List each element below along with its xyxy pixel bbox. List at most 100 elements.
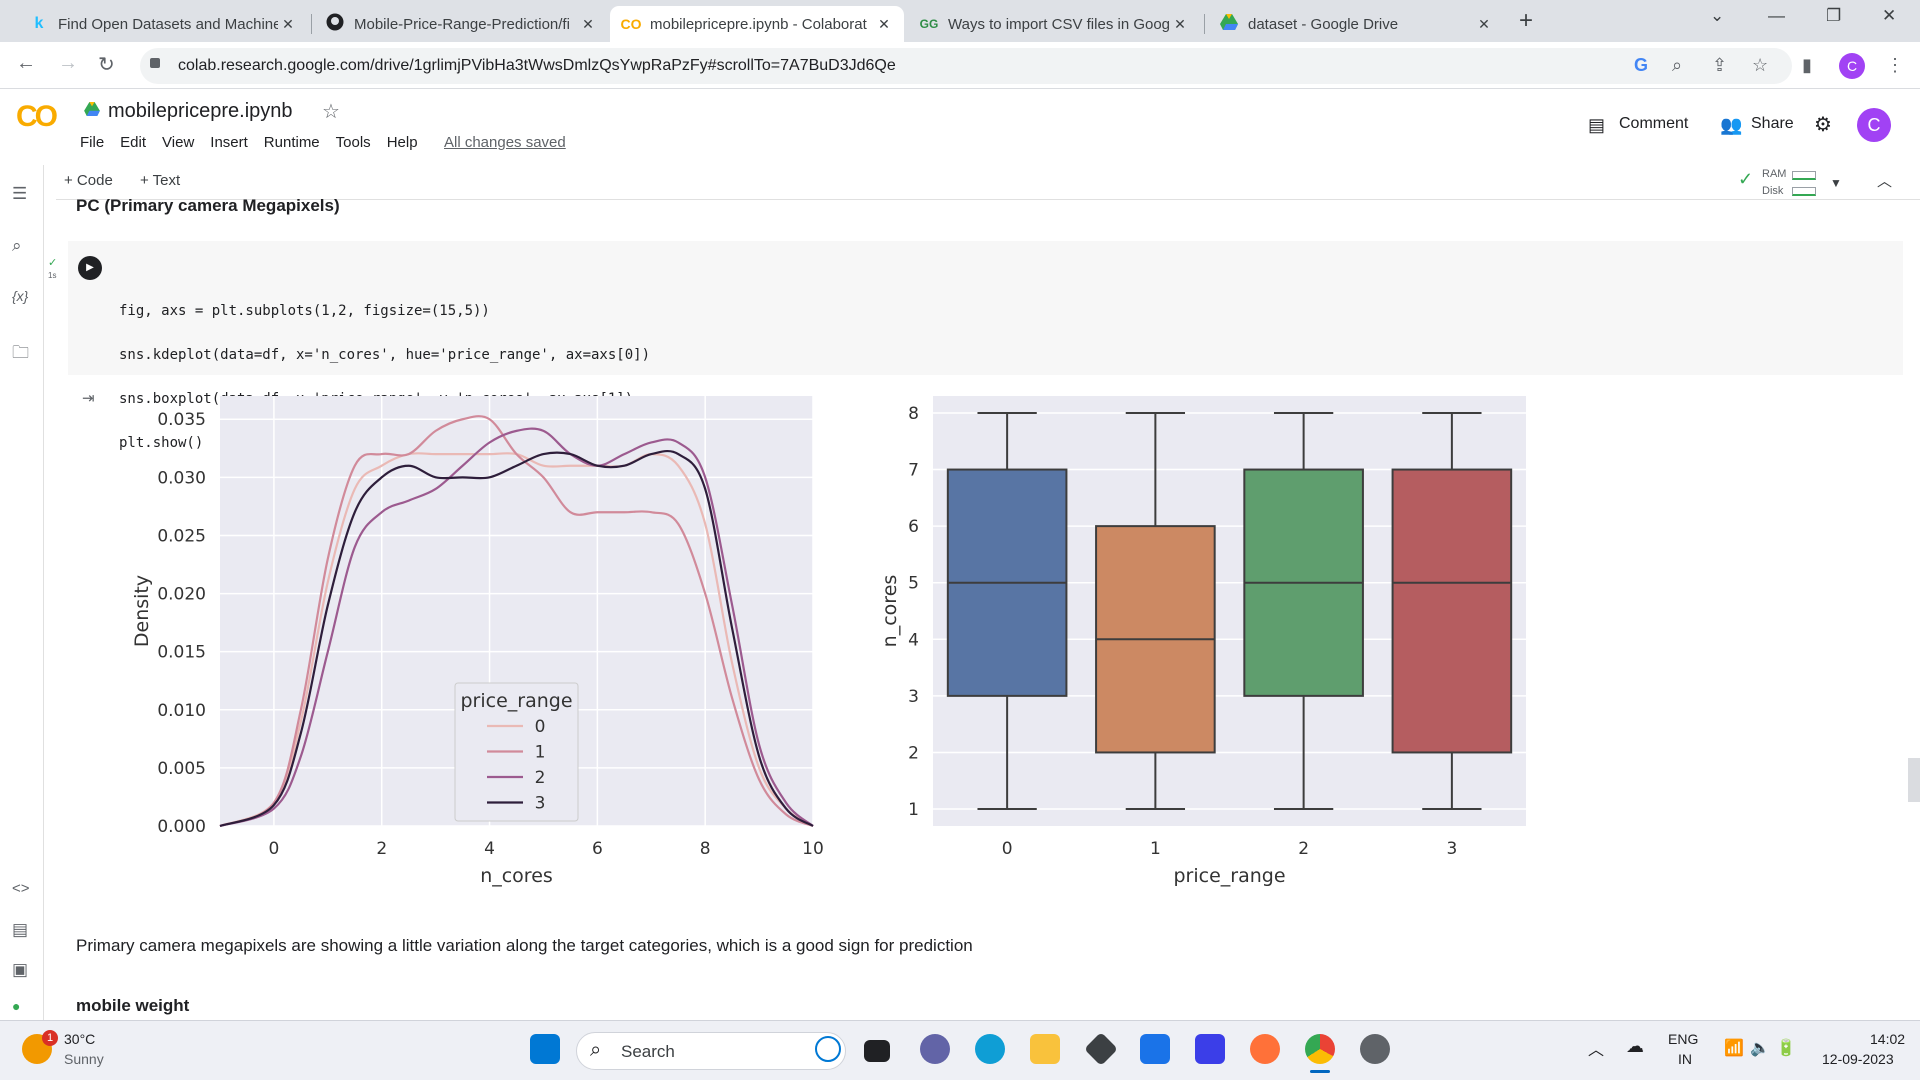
wifi-icon[interactable]: 📶 bbox=[1724, 1040, 1744, 1057]
menu-help[interactable]: Help bbox=[386, 134, 418, 151]
battery-icon[interactable]: 🔋 bbox=[1776, 1040, 1796, 1057]
runtime-dropdown-icon[interactable]: ▼ bbox=[1830, 176, 1842, 190]
variables-icon[interactable]: {x} bbox=[12, 288, 29, 304]
terminal-icon[interactable]: ▣ bbox=[12, 960, 29, 979]
kde-y-tick-label: 0.030 bbox=[157, 468, 206, 488]
collapse-header-icon[interactable]: ︿ bbox=[1877, 173, 1893, 190]
kde-x-tick-label: 6 bbox=[592, 839, 603, 859]
new-tab-button[interactable]: + bbox=[1519, 7, 1534, 34]
language-code[interactable]: ENG bbox=[1668, 1031, 1699, 1047]
kde-x-tick-label: 0 bbox=[268, 839, 279, 859]
close-icon[interactable]: ✕ bbox=[1478, 15, 1490, 32]
github-icon bbox=[324, 13, 346, 36]
settings-gear-icon[interactable]: ⚙ bbox=[1814, 114, 1832, 136]
volume-icon[interactable]: 🔈 bbox=[1750, 1040, 1770, 1057]
restore-icon[interactable]: ❐ bbox=[1826, 6, 1842, 25]
box-x-tick-label: 1 bbox=[1150, 839, 1161, 859]
search-icon: ⌕ bbox=[590, 1039, 602, 1061]
menu-view[interactable]: View bbox=[162, 134, 195, 151]
kde-legend-label: 1 bbox=[535, 743, 546, 763]
bookmark-star-icon[interactable]: ☆ bbox=[1752, 55, 1769, 75]
temperature[interactable]: 30°C bbox=[64, 1031, 96, 1047]
close-icon[interactable]: ✕ bbox=[582, 15, 594, 32]
firefox-icon[interactable] bbox=[1250, 1034, 1280, 1064]
tab-colab[interactable]: CO mobilepricepre.ipynb - Colaborat ✕ bbox=[610, 6, 904, 42]
chrome-icon[interactable] bbox=[1305, 1034, 1335, 1064]
left-sidebar bbox=[0, 165, 44, 1020]
reload-icon[interactable]: ↻ bbox=[98, 54, 115, 76]
search-icon[interactable]: ⌕ bbox=[12, 236, 22, 255]
star-icon[interactable]: ☆ bbox=[322, 101, 340, 123]
code-cell[interactable] bbox=[68, 241, 1903, 375]
comment-button[interactable]: Comment bbox=[1619, 115, 1689, 132]
clock-date[interactable]: 12-09-2023 bbox=[1822, 1051, 1894, 1067]
edge-icon[interactable] bbox=[975, 1034, 1005, 1064]
menu-runtime[interactable]: Runtime bbox=[263, 134, 320, 151]
back-icon[interactable]: ← bbox=[16, 52, 36, 74]
scrollbar-thumb[interactable] bbox=[1908, 758, 1920, 802]
resource-indicator[interactable]: RAM Disk bbox=[1762, 166, 1786, 200]
file-explorer-icon[interactable] bbox=[1030, 1034, 1060, 1064]
kde-y-tick-label: 0.005 bbox=[157, 759, 206, 779]
box-y-tick-label: 4 bbox=[908, 630, 919, 650]
bing-icon[interactable] bbox=[815, 1036, 841, 1062]
menu-tools[interactable]: Tools bbox=[335, 134, 371, 151]
close-icon[interactable]: ✕ bbox=[282, 15, 294, 32]
tab-kaggle[interactable]: k Find Open Datasets and Machine ✕ bbox=[18, 6, 308, 42]
forward-icon[interactable]: → bbox=[58, 52, 78, 74]
url-text[interactable]: colab.research.google.com/drive/1grlimjP… bbox=[178, 57, 896, 74]
comment-icon[interactable]: ▤ bbox=[1588, 115, 1606, 135]
language-region[interactable]: IN bbox=[1678, 1051, 1692, 1067]
output-icon[interactable]: ⇥ bbox=[82, 390, 95, 407]
tab-github[interactable]: Mobile-Price-Range-Prediction/fi ✕ bbox=[314, 6, 608, 42]
menu-insert[interactable]: Insert bbox=[210, 134, 248, 151]
notebook-name[interactable]: mobilepricepre.ipynb bbox=[108, 100, 293, 122]
drive-icon bbox=[84, 102, 100, 116]
menu-edit[interactable]: Edit bbox=[120, 134, 147, 151]
task-view-icon[interactable] bbox=[864, 1040, 890, 1062]
kde-x-tick-label: 4 bbox=[484, 839, 495, 859]
taskbar-search[interactable] bbox=[576, 1032, 846, 1070]
add-text-button[interactable]: + Text bbox=[140, 172, 181, 189]
close-icon[interactable]: ✕ bbox=[1174, 15, 1186, 32]
weather-condition[interactable]: Sunny bbox=[64, 1051, 104, 1067]
share-page-icon[interactable]: ⇪ bbox=[1712, 55, 1728, 75]
code-snippets-icon[interactable]: <> bbox=[12, 880, 30, 897]
kde-y-axis-label: Density bbox=[131, 575, 153, 647]
share-button[interactable]: Share bbox=[1751, 115, 1794, 132]
files-folder-icon[interactable]: 🗀 bbox=[12, 343, 29, 362]
vpn-icon[interactable] bbox=[1195, 1034, 1225, 1064]
close-icon[interactable]: ✕ bbox=[878, 15, 890, 32]
zoom-icon[interactable]: ⌕ bbox=[1672, 55, 1683, 75]
side-panel-icon[interactable]: ▮ bbox=[1802, 55, 1812, 75]
table-of-contents-icon[interactable]: ☰ bbox=[12, 184, 28, 203]
tab-gfg[interactable]: GG Ways to import CSV files in Goog ✕ bbox=[908, 6, 1200, 42]
store-icon[interactable] bbox=[1140, 1034, 1170, 1064]
show-hidden-icons[interactable]: ︿ bbox=[1588, 1042, 1605, 1059]
onedrive-cloud-icon[interactable]: ☁ bbox=[1626, 1036, 1644, 1056]
add-code-button[interactable]: + Code bbox=[64, 172, 113, 189]
box-y-tick-label: 3 bbox=[908, 687, 919, 707]
run-cell-button[interactable]: ▶ bbox=[78, 256, 102, 280]
tab-search-icon[interactable]: ⌄ bbox=[1710, 6, 1725, 25]
colab-logo[interactable]: CO bbox=[16, 100, 58, 133]
window-close-icon[interactable]: ✕ bbox=[1882, 6, 1897, 25]
tab-drive[interactable]: dataset - Google Drive ✕ bbox=[1208, 6, 1504, 42]
omnibox[interactable] bbox=[140, 48, 1792, 84]
windows-start-icon[interactable] bbox=[530, 1034, 560, 1064]
browser-menu-icon[interactable]: ⋮ bbox=[1886, 55, 1904, 75]
browser-profile-avatar[interactable]: C bbox=[1839, 53, 1865, 79]
minimize-icon[interactable]: — bbox=[1768, 6, 1785, 25]
save-status[interactable]: All changes saved bbox=[444, 134, 566, 151]
ram-label: RAM bbox=[1762, 168, 1787, 180]
people-icon[interactable]: 👥 bbox=[1720, 115, 1743, 135]
kde-y-tick-label: 0.010 bbox=[157, 701, 206, 721]
google-translate-icon[interactable]: G bbox=[1634, 55, 1649, 75]
command-palette-icon[interactable]: ▤ bbox=[12, 920, 29, 939]
user-avatar[interactable]: C bbox=[1857, 108, 1891, 142]
settings-icon[interactable] bbox=[1360, 1034, 1390, 1064]
kde-y-tick-label: 0.035 bbox=[157, 410, 206, 430]
menu-file[interactable]: File bbox=[80, 134, 105, 151]
chat-icon[interactable] bbox=[920, 1034, 950, 1064]
clock-time[interactable]: 14:02 bbox=[1870, 1031, 1906, 1047]
